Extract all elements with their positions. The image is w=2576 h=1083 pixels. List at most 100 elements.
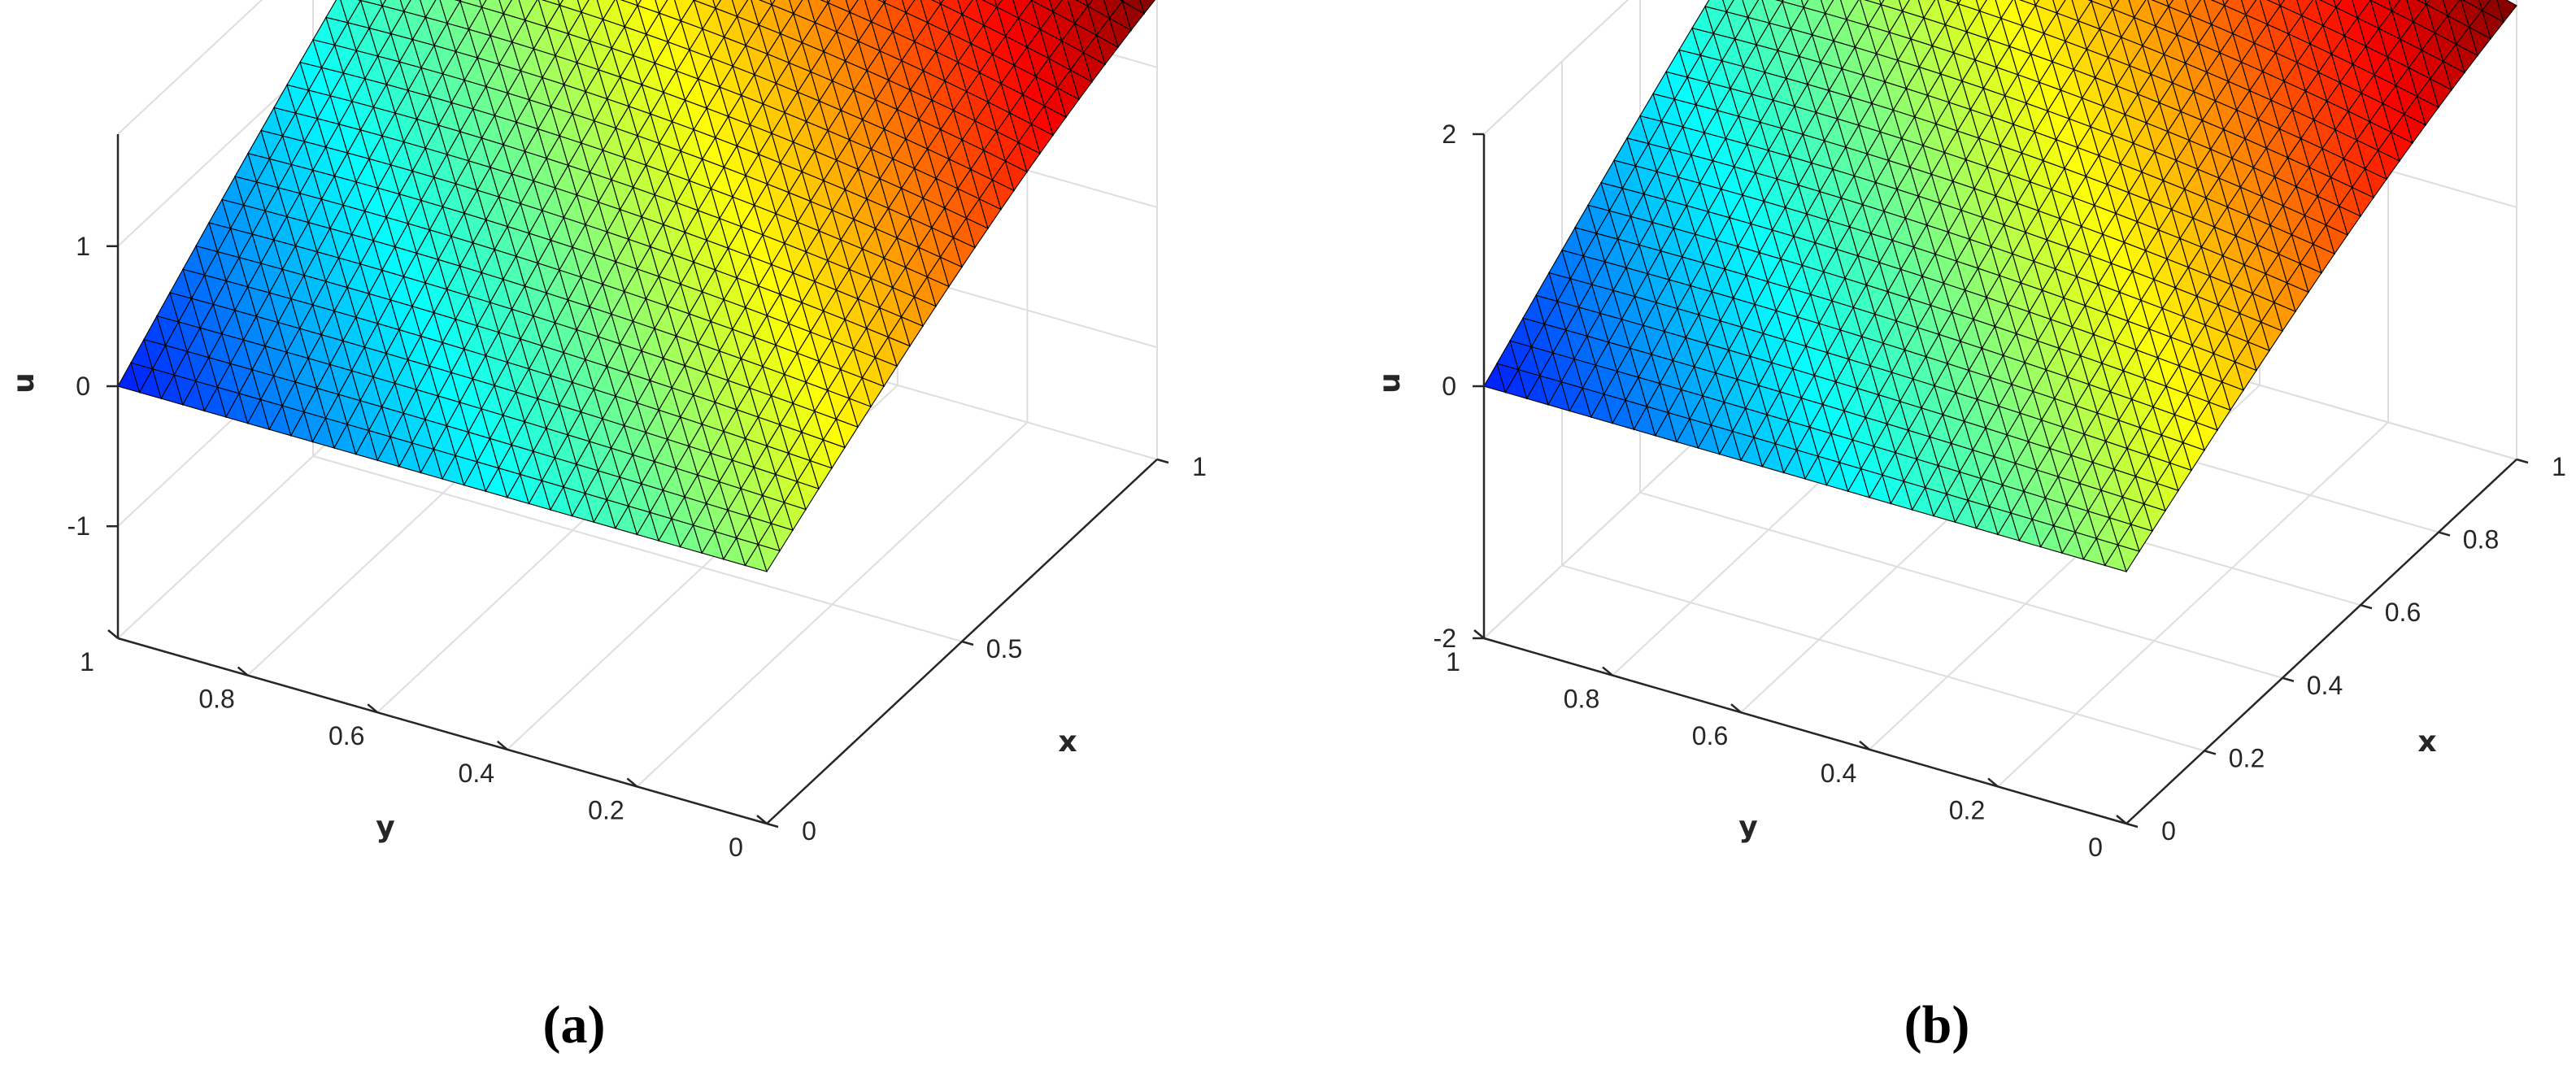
- surface-facet: [2019, 0, 2037, 7]
- z-tick-label: -2: [1434, 624, 1456, 653]
- surface-facet: [459, 0, 483, 8]
- surface-facet: [2417, 0, 2427, 6]
- x-tick-mark: [961, 640, 974, 646]
- surface-facet: [2151, 0, 2169, 7]
- surface-facet: [2210, 0, 2226, 7]
- y-tick-mark: [1987, 777, 1999, 788]
- y-tick-label: 0.6: [1692, 721, 1728, 750]
- floor-grid-x: [312, 455, 963, 642]
- surface-facet: [2496, 0, 2517, 24]
- y-tick-label: 0.6: [329, 721, 364, 750]
- surface-facet: [1121, 0, 1145, 15]
- surface-facet: [877, 0, 886, 4]
- y-tick-label: 0.2: [1949, 795, 1985, 824]
- surface-facet: [454, 0, 461, 2]
- z-tick-label: 2: [1442, 120, 1456, 149]
- surface-facet: [2333, 0, 2343, 9]
- y-tick-mark: [107, 629, 119, 639]
- surface-facet: [479, 0, 487, 9]
- x-axis-label: x: [2417, 725, 2436, 759]
- x-tick-mark: [2438, 531, 2451, 537]
- surface-facet: [1704, 0, 1728, 13]
- surface-facet: [820, 0, 829, 4]
- y-axis-line: [117, 637, 768, 825]
- z-tick-label: 1: [76, 232, 90, 261]
- surface-facet: [1944, 0, 1960, 5]
- x-tick-label: 0.2: [2229, 743, 2265, 772]
- surface-facet: [1957, 0, 1981, 12]
- y-tick-mark: [626, 777, 638, 788]
- surface-facet: [2369, 0, 2393, 12]
- x-tick-mark: [2282, 676, 2295, 683]
- y-tick-mark: [1602, 666, 1613, 676]
- surface-mesh: [1483, 0, 2517, 573]
- y-tick-label: 0: [2088, 833, 2103, 862]
- y-tick-mark: [2116, 815, 2127, 824]
- surface-facet: [359, 0, 384, 7]
- surface-facet: [1782, 0, 1805, 8]
- y-tick-mark: [1473, 629, 1485, 639]
- surface-facet: [2091, 0, 2114, 11]
- z-axis-label: u: [7, 372, 41, 394]
- x-tick-mark: [2204, 750, 2217, 755]
- z-tick-label: 0: [1442, 372, 1456, 401]
- z-axis-label: u: [1373, 372, 1407, 394]
- surface-facet: [2461, 0, 2483, 11]
- x-tick-label: 0.8: [2463, 525, 2499, 555]
- surface-facet: [1803, 0, 1826, 15]
- wall-grid-z: [1483, 0, 1630, 135]
- x-tick-mark: [766, 822, 779, 829]
- surface-facet: [620, 0, 639, 7]
- y-tick-label: 0.2: [588, 795, 624, 824]
- x-tick-mark: [2360, 603, 2373, 610]
- subfigure-label-a: (a): [543, 995, 606, 1055]
- surface-facet: [981, 0, 998, 8]
- x-tick-label: 0.6: [2385, 598, 2421, 627]
- surface-facet: [827, 0, 851, 14]
- surface-facet: [2266, 0, 2282, 7]
- surface-facet: [1800, 0, 1809, 9]
- surface-facet: [1139, 0, 1155, 15]
- surface-facet: [2034, 0, 2058, 14]
- surface-facet: [1775, 0, 1783, 2]
- floor-grid-y: [636, 421, 1029, 788]
- y-tick-label: 0.4: [1821, 759, 1856, 788]
- y-axis-line: [1483, 637, 2127, 825]
- floor-grid-x: [1639, 491, 2283, 679]
- x-tick-label: 1: [1192, 452, 1207, 481]
- y-axis-label: y: [1738, 811, 1757, 844]
- surface-facet: [381, 0, 405, 12]
- surface-facet: [931, 0, 942, 5]
- axes: 0 0.5 1 0 0.2 0.4 0.6 0.8 1 -1 0 1 x y u: [7, 134, 1207, 862]
- x-tick-label: 0: [802, 816, 816, 846]
- surface-facet: [759, 0, 773, 6]
- x-tick-mark: [1156, 458, 1169, 464]
- x-tick-mark: [2126, 822, 2139, 829]
- y-tick-label: 1: [1446, 647, 1460, 676]
- subfigure-label-b: (b): [1904, 995, 1970, 1055]
- floor-grid-x: [1561, 564, 2205, 752]
- wall-grid-z: [117, 0, 263, 135]
- surface-facet: [771, 0, 794, 15]
- x-tick-label: 0.5: [986, 634, 1022, 663]
- y-tick-label: 0.8: [1564, 685, 1599, 714]
- y-axis-label: y: [376, 811, 394, 844]
- surface-facet: [2319, 0, 2337, 9]
- z-tick-label: -1: [67, 511, 90, 541]
- y-tick-mark: [756, 815, 768, 824]
- surface-facet: [541, 0, 561, 7]
- x-tick-label: 0: [2161, 816, 2176, 846]
- surface-facet: [712, 0, 722, 10]
- surface-facet: [1030, 0, 1055, 13]
- y-tick-mark: [237, 666, 249, 676]
- y-tick-mark: [1859, 740, 1870, 750]
- y-tick-label: 0.8: [198, 685, 234, 714]
- surface-facet: [2109, 0, 2120, 11]
- y-tick-mark: [1730, 703, 1742, 714]
- y-tick-label: 1: [80, 647, 94, 676]
- y-tick-label: 0.4: [459, 759, 494, 788]
- x-axis-line: [2126, 459, 2517, 824]
- surface-plot-a: 0 0.5 1 0 0.2 0.4 0.6 0.8 1 -1 0 1 x y u: [7, 0, 1207, 862]
